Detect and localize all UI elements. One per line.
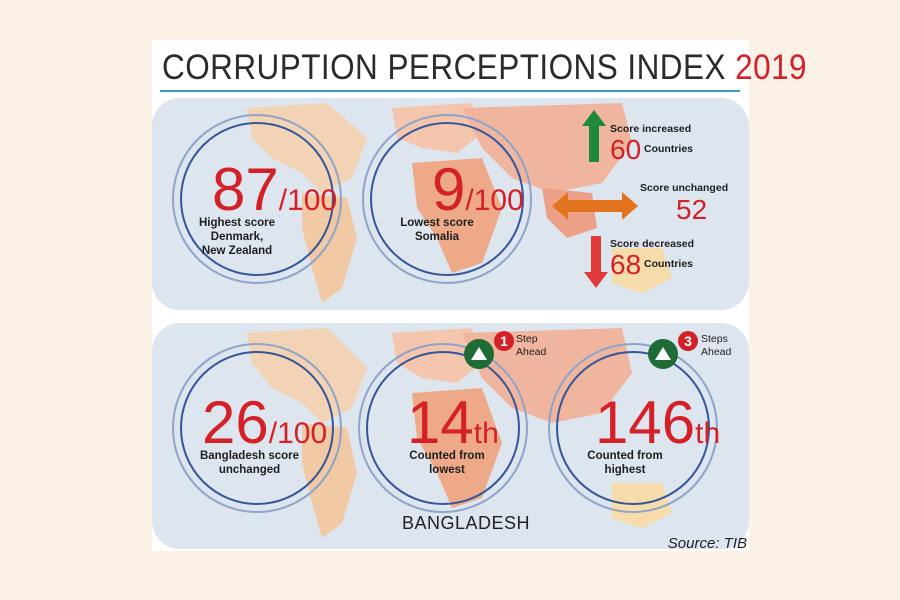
arrow-up-icon <box>582 110 606 162</box>
bd-score-ring <box>180 351 334 505</box>
bd-score-caption: Bangladesh score unchanged <box>199 450 300 476</box>
rank-lowest-ring <box>366 351 520 505</box>
rank-highest-ring <box>556 351 710 505</box>
highest-score-caption: Highest score Denmark, New Zealand <box>198 217 276 257</box>
unchanged-count: 52 <box>676 194 708 225</box>
title-year: 2019 <box>735 48 808 87</box>
global-panel: 87/100 Highest score Denmark, New Zealand … <box>152 98 749 310</box>
rank-highest-ring-outer <box>548 343 718 513</box>
increased-unit: Countries <box>644 143 694 155</box>
bangladesh-label: BANGLADESH <box>402 513 531 533</box>
arrow-down-icon <box>584 236 608 288</box>
decreased-unit: Countries <box>644 258 694 270</box>
rank-highest-caption: Counted from highest <box>587 450 663 476</box>
rank-highest-steps-text: Steps Ahead <box>701 333 732 358</box>
rank-highest-up-badge <box>648 339 678 369</box>
bd-score-value: 26/100 <box>202 389 328 456</box>
rank-lowest-steps-text: Step Ahead <box>516 333 547 358</box>
source-note: Source: TIB <box>667 535 747 552</box>
highest-score-value: 87/100 <box>212 156 338 223</box>
lowest-score-ring <box>370 122 524 276</box>
title-underline <box>160 90 740 92</box>
rank-highest-value: 146th <box>595 389 721 456</box>
decreased-count: 68 <box>610 249 642 280</box>
infographic-card: CORRUPTION PERCEPTIONS INDEX 2019 87/100… <box>152 40 807 552</box>
rank-lowest-ring-outer <box>358 343 528 513</box>
unchanged-label: Score unchanged <box>640 182 729 194</box>
rank-highest-steps: 3 <box>678 331 698 351</box>
title-main: CORRUPTION PERCEPTIONS INDEX <box>162 48 726 87</box>
rank-lowest-up-badge <box>464 339 494 369</box>
decreased-label: Score decreased <box>610 238 695 250</box>
increased-count: 60 <box>610 134 642 165</box>
lowest-score-caption: Lowest score Somalia <box>400 217 474 243</box>
rank-lowest-steps: 1 <box>494 331 514 351</box>
lowest-score-value: 9/100 <box>432 156 524 223</box>
triangle-up-icon <box>471 347 487 360</box>
page-title: CORRUPTION PERCEPTIONS INDEX 2019 <box>162 48 807 88</box>
highest-score-ring <box>180 122 334 276</box>
bangladesh-panel: 26/100 Bangladesh score unchanged 1 Step A… <box>152 323 749 549</box>
highest-score-ring-outer <box>172 114 342 284</box>
rank-lowest-value: 14th <box>407 389 499 456</box>
triangle-up-icon <box>655 347 671 360</box>
arrow-left-right-icon <box>552 192 638 220</box>
lowest-score-ring-outer <box>362 114 532 284</box>
rank-lowest-caption: Counted from lowest <box>409 450 485 476</box>
bd-score-ring-outer <box>172 343 342 513</box>
increased-label: Score increased <box>610 123 692 135</box>
